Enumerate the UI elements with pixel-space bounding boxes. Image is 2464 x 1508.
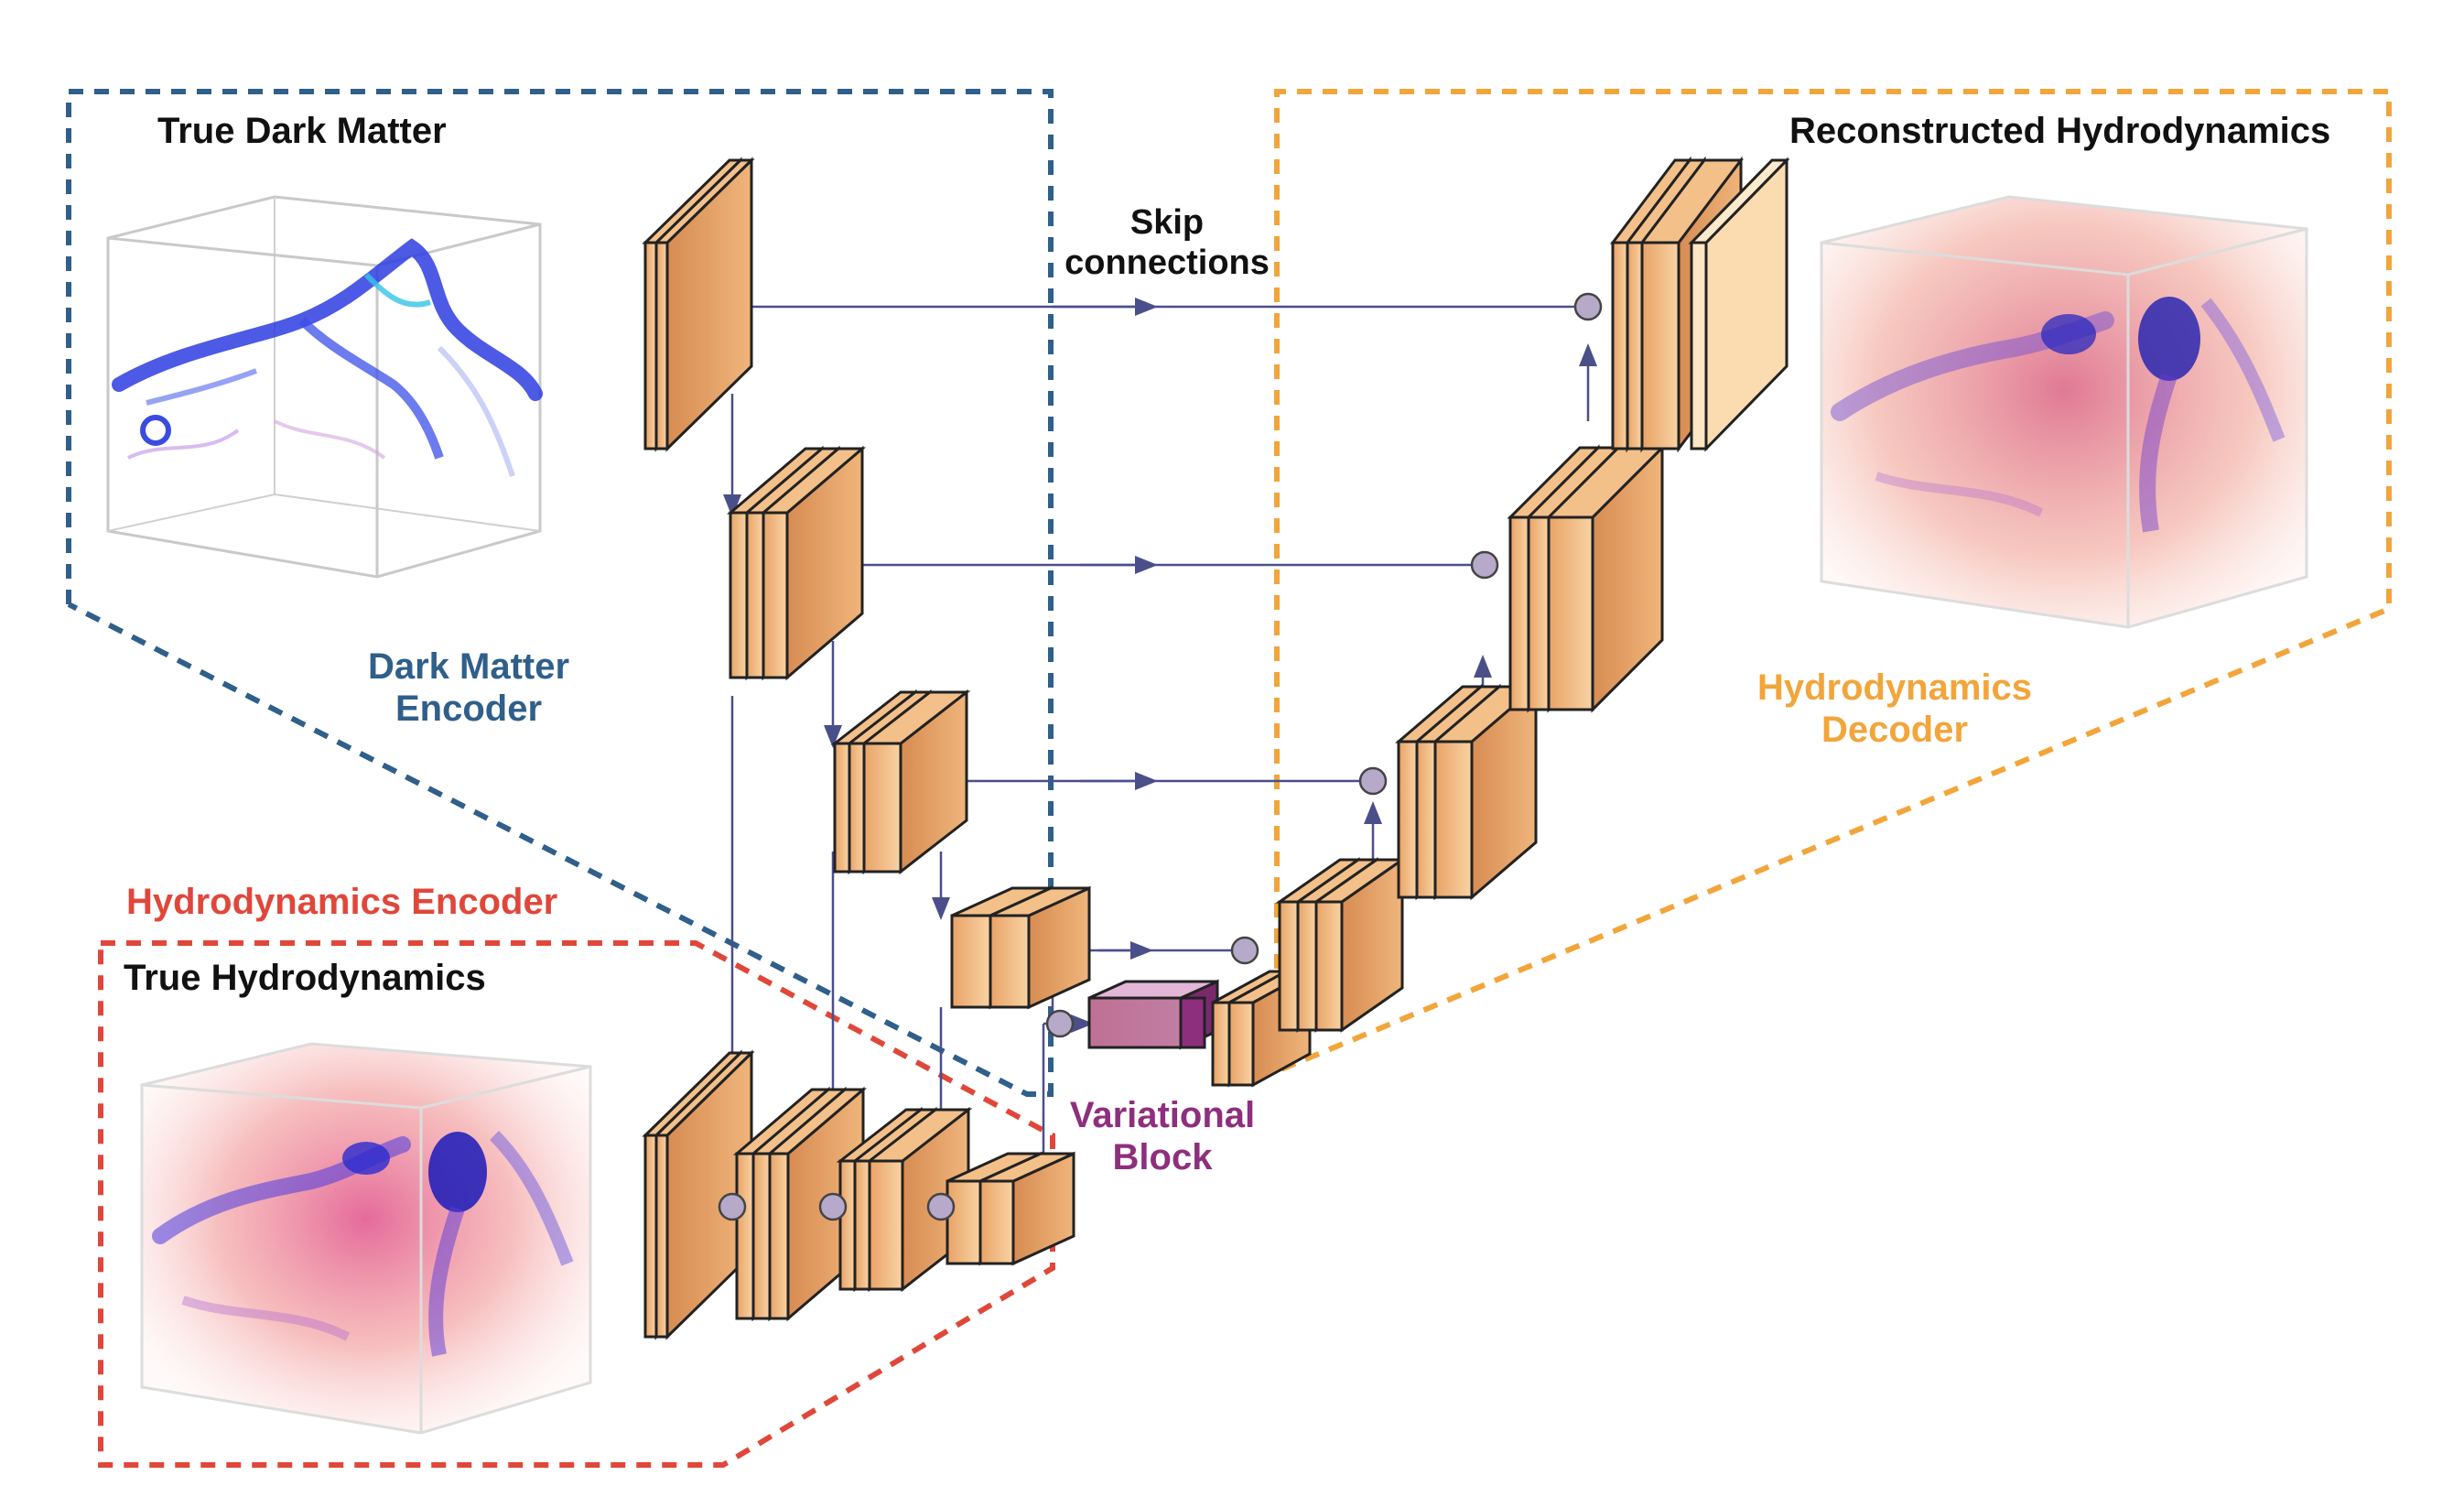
skip-connections-label-line2: connections [1064, 243, 1270, 282]
hydro-decoder-label-line1: Hydrodynamics [1756, 667, 2033, 708]
hydro-decoder-label-line2: Decoder [1821, 710, 1969, 750]
dark-matter-cube [106, 195, 543, 579]
variational-block-label: Variational Block [1043, 1094, 1281, 1178]
dark-matter-encoder-label-line2: Encoder [394, 689, 543, 729]
reconstructed-cube [1820, 195, 2308, 629]
output-layer [1688, 157, 1790, 452]
junction-node [1573, 292, 1603, 321]
junction-node [718, 1192, 747, 1221]
true-hydro-label: True Hydrodynamics [124, 958, 486, 998]
dark-matter-encoder-label: Dark Matter Encoder [331, 646, 606, 730]
hydro-layer-1-1 [653, 1049, 755, 1340]
junction-node [1045, 1009, 1075, 1038]
skip-connections-label-line1: Skip [1129, 203, 1205, 242]
variational-block-label-line2: Block [1112, 1137, 1213, 1177]
variational-block-label-line1: Variational [1069, 1095, 1256, 1135]
hydro-cube [140, 1042, 592, 1435]
variational-block-end [1179, 996, 1206, 1049]
hydro-decoder-region [1274, 89, 2392, 1074]
junction-node [1470, 550, 1499, 580]
dm-layer-4-1 [989, 885, 1091, 1010]
junction-node [1358, 766, 1388, 796]
junction-node [926, 1192, 956, 1221]
dec-layer-2-2 [1312, 857, 1407, 1033]
hydro-encoder-label: Hydrodynamics Encoder [126, 882, 558, 922]
hydro-decoder-label: Hydrodynamics Decoder [1730, 667, 2059, 751]
junction-node [818, 1192, 848, 1221]
dark-matter-encoder-region [66, 89, 1054, 1097]
layers-layer [642, 156, 1790, 1340]
dm-layer-3-2 [859, 689, 971, 875]
junctions-layer [718, 292, 1603, 1221]
true-dark-matter-label: True Dark Matter [157, 111, 447, 151]
junction-node [1230, 936, 1259, 965]
dark-matter-encoder-label-line1: Dark Matter [367, 646, 570, 687]
dm-layer-2-2 [759, 445, 867, 681]
skip-connections-label: Skip connections [1043, 203, 1291, 283]
dec-layer-3-2 [1431, 683, 1540, 901]
dec-layer-4-2 [1545, 444, 1666, 713]
hydro-encoder-region [98, 940, 1055, 1468]
reconstructed-hydro-label: Reconstructed Hydrodynamics [1789, 111, 2331, 151]
dm-layer-1-1 [653, 157, 755, 452]
variational-block-face [1087, 996, 1183, 1049]
hydro-layer-4-1 [978, 1151, 1075, 1266]
